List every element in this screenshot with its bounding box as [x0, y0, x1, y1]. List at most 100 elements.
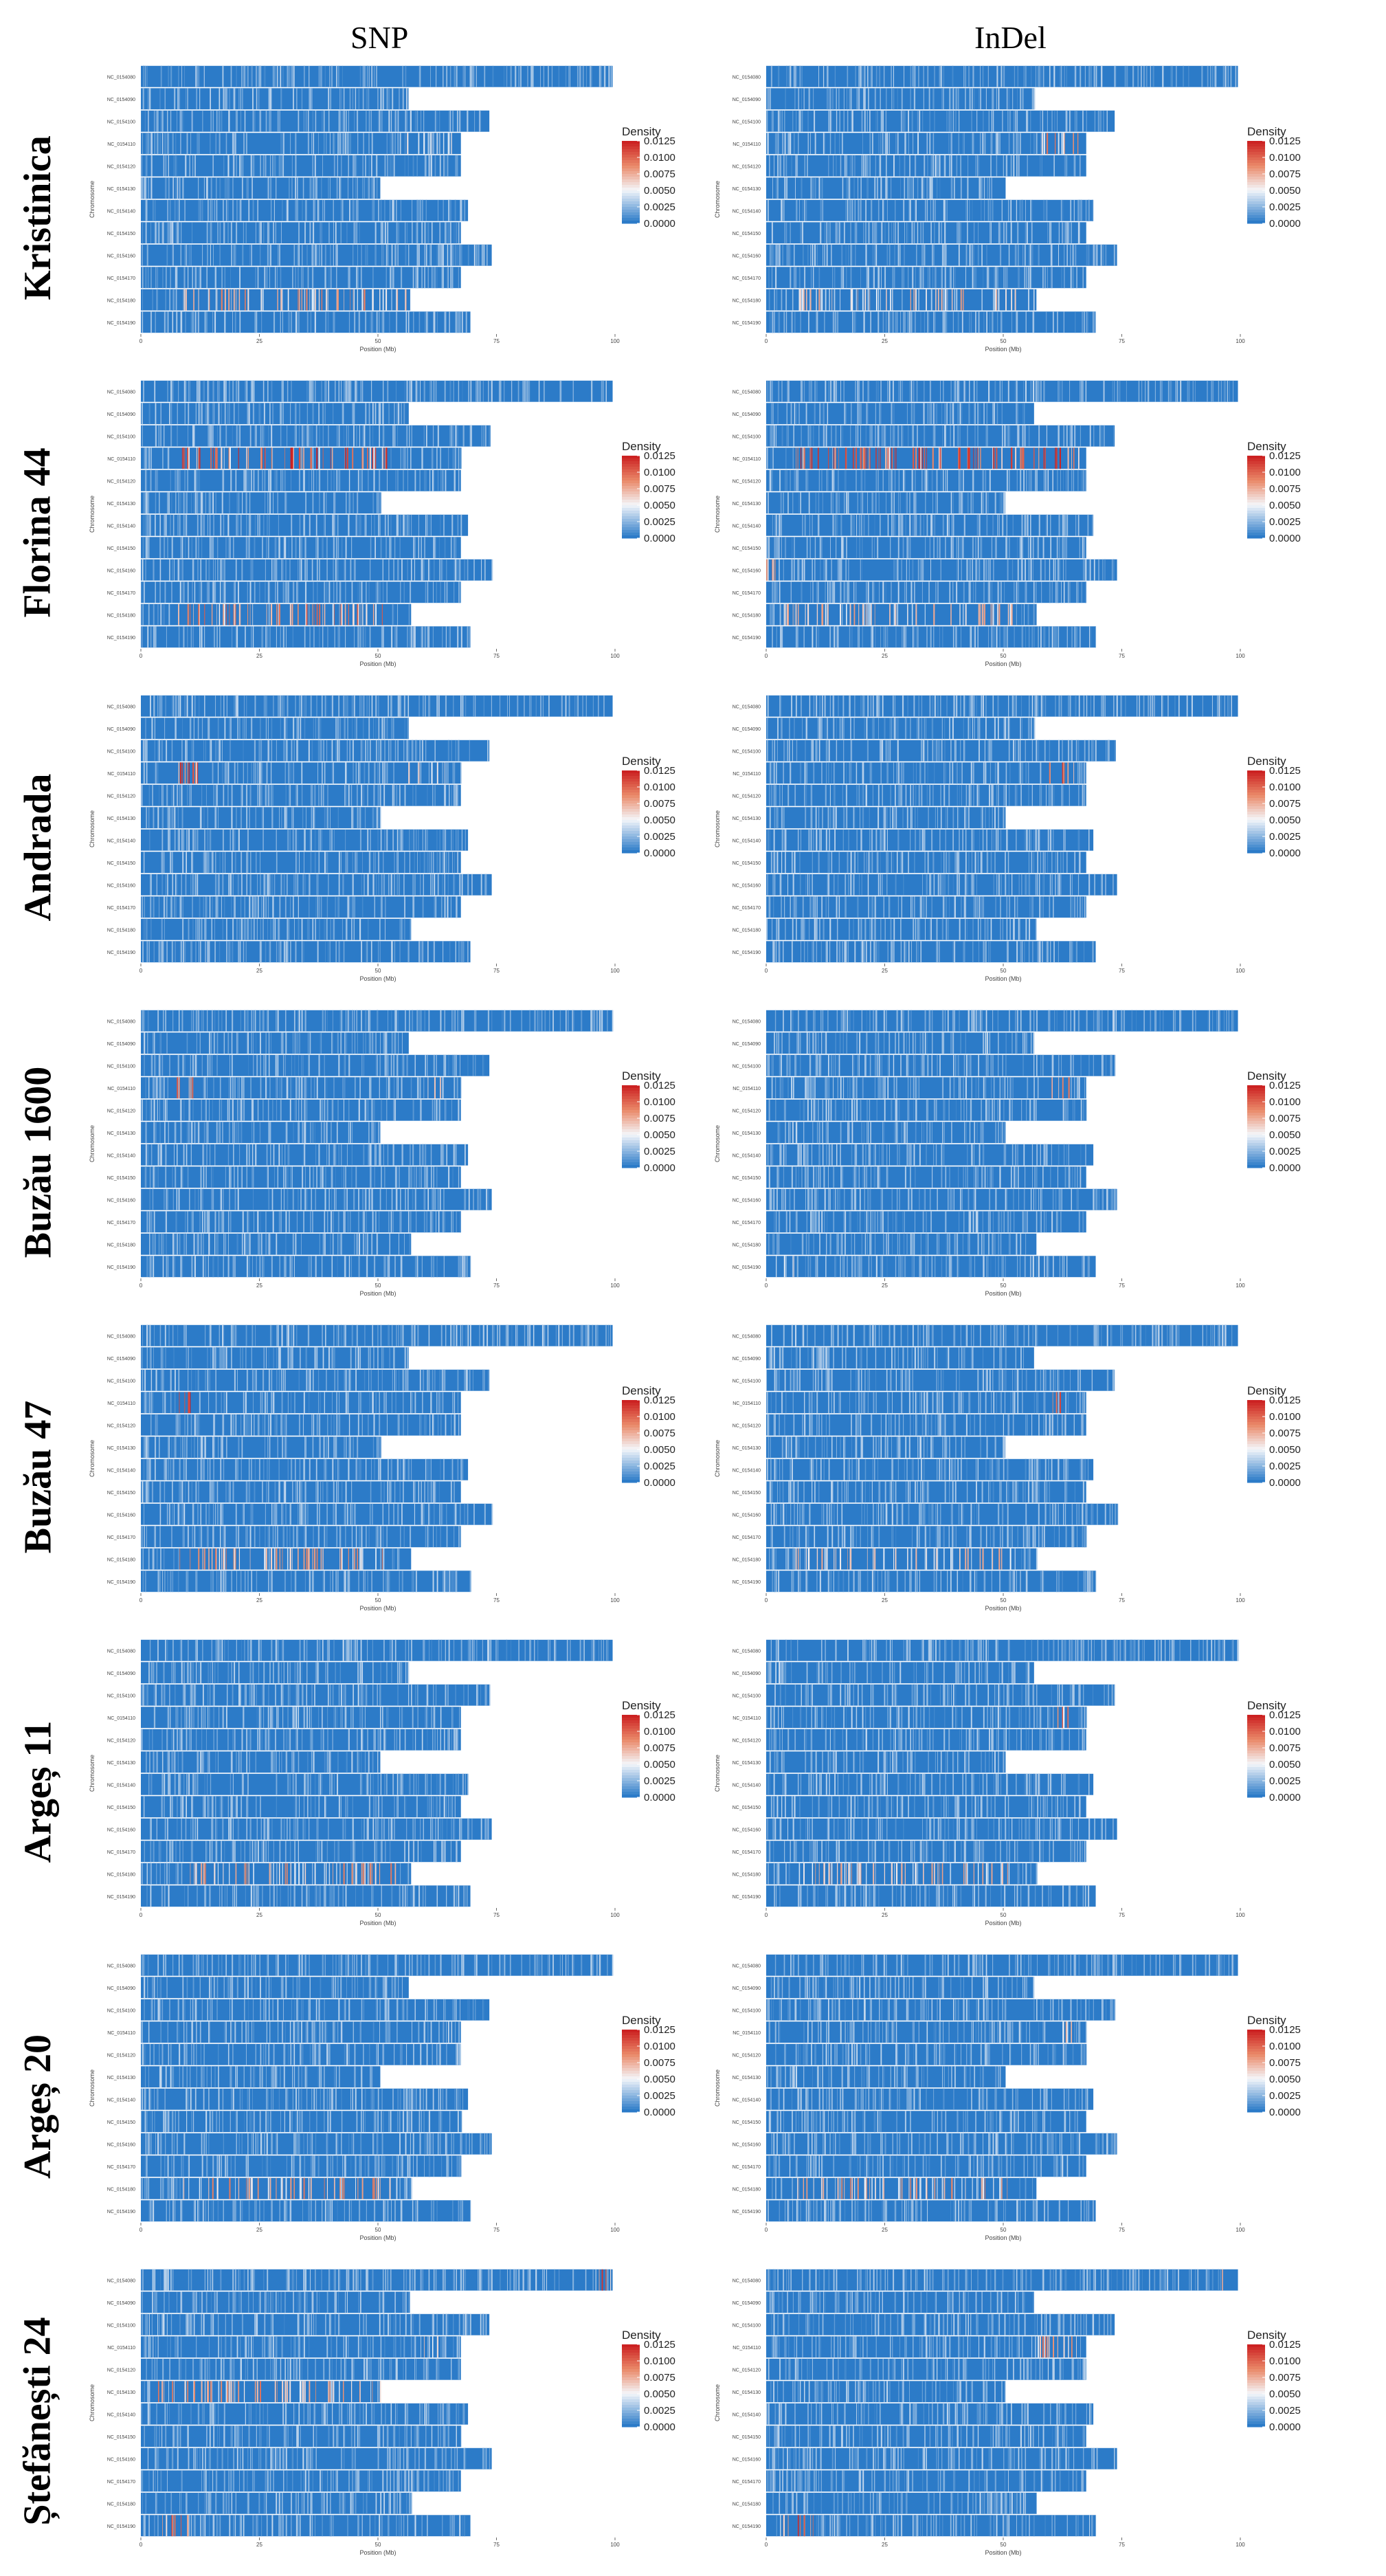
density-stripe: [223, 470, 224, 491]
density-stripe: [875, 403, 876, 424]
density-stripe: [1183, 66, 1184, 87]
density-stripe: [189, 245, 190, 266]
density-stripe: [302, 267, 303, 288]
density-stripe: [867, 111, 868, 132]
density-stripe: [804, 200, 805, 221]
density-stripe: [312, 155, 313, 177]
density-stripe: [796, 626, 797, 647]
density-stripe: [1049, 66, 1051, 87]
density-stripe: [407, 133, 408, 154]
density-stripe: [897, 133, 899, 154]
density-stripe: [895, 559, 897, 581]
density-stripe: [349, 311, 350, 333]
density-stripe: [829, 289, 830, 311]
density-stripe: [183, 581, 184, 603]
density-stripe: [965, 66, 966, 87]
density-stripe: [208, 559, 210, 581]
density-stripe: [850, 200, 851, 221]
density-stripe: [1022, 425, 1023, 447]
density-stripe: [950, 403, 951, 424]
density-stripe: [838, 88, 840, 109]
density-stripe: [817, 626, 818, 647]
density-stripe: [871, 626, 872, 647]
density-stripe: [280, 289, 282, 311]
density-stripe: [1017, 155, 1018, 177]
density-stripe: [832, 267, 833, 288]
density-stripe: [382, 403, 383, 424]
density-stripe: [315, 537, 317, 558]
density-stripe: [838, 559, 839, 581]
density-stripe: [877, 537, 878, 558]
density-stripe: [966, 559, 967, 581]
density-stripe: [156, 470, 157, 491]
chromosome-bar: [766, 155, 1086, 177]
density-stripe: [874, 177, 875, 199]
density-stripe: [909, 537, 910, 558]
density-stripe: [334, 155, 335, 177]
density-stripe: [181, 66, 182, 87]
density-stripe: [768, 492, 769, 513]
density-stripe: [971, 133, 972, 154]
density-stripe: [155, 626, 156, 647]
density-stripe: [443, 133, 444, 154]
density-stripe: [936, 470, 937, 491]
density-stripe: [458, 381, 459, 402]
density-stripe: [885, 222, 886, 243]
chromosome-bar: [766, 425, 1115, 447]
legend-color-step: [622, 168, 640, 172]
density-stripe: [283, 381, 284, 402]
density-stripe: [1170, 66, 1172, 87]
density-stripe: [293, 88, 294, 109]
density-stripe: [991, 604, 992, 625]
density-stripe: [1001, 581, 1002, 603]
density-stripe: [1101, 245, 1102, 266]
density-stripe: [827, 66, 828, 87]
density-stripe: [814, 403, 816, 424]
density-stripe: [361, 289, 363, 311]
density-stripe: [246, 696, 247, 717]
density-stripe: [231, 245, 232, 266]
density-stripe: [970, 559, 971, 581]
density-stripe: [314, 604, 315, 625]
density-stripe: [373, 311, 374, 333]
density-stripe: [213, 447, 214, 469]
density-stripe: [838, 470, 839, 491]
density-stripe: [434, 381, 435, 402]
density-stripe: [1058, 425, 1060, 447]
density-stripe: [1017, 425, 1018, 447]
density-stripe: [333, 604, 334, 625]
legend-color-step: [1247, 193, 1265, 197]
density-stripe: [193, 559, 194, 581]
density-stripe: [1030, 111, 1031, 132]
density-stripe: [385, 515, 386, 536]
density-stripe: [777, 515, 778, 536]
density-stripe: [526, 381, 528, 402]
density-stripe: [458, 581, 459, 603]
density-stripe: [461, 626, 462, 647]
density-stripe: [409, 381, 410, 402]
density-stripe: [260, 447, 262, 469]
density-stripe: [434, 311, 436, 333]
density-stripe: [370, 537, 372, 558]
density-stripe: [825, 604, 826, 625]
density-stripe: [833, 626, 834, 647]
density-stripe: [177, 470, 179, 491]
density-stripe: [953, 626, 954, 647]
density-stripe: [153, 696, 154, 717]
density-stripe: [289, 559, 291, 581]
density-stripe: [231, 289, 232, 311]
density-stripe: [524, 381, 526, 402]
legend-color-step: [622, 182, 640, 186]
chromosome-bar: [141, 581, 461, 603]
legend-color-step: [622, 478, 640, 481]
legend-color-step: [622, 215, 640, 219]
density-stripe: [1068, 222, 1069, 243]
density-stripe: [923, 66, 924, 87]
density-stripe: [145, 66, 146, 87]
density-stripe: [195, 311, 196, 333]
density-stripe: [775, 267, 776, 288]
density-stripe: [416, 267, 417, 288]
density-stripe: [862, 626, 863, 647]
density-stripe: [833, 492, 834, 513]
density-stripe: [980, 133, 981, 154]
